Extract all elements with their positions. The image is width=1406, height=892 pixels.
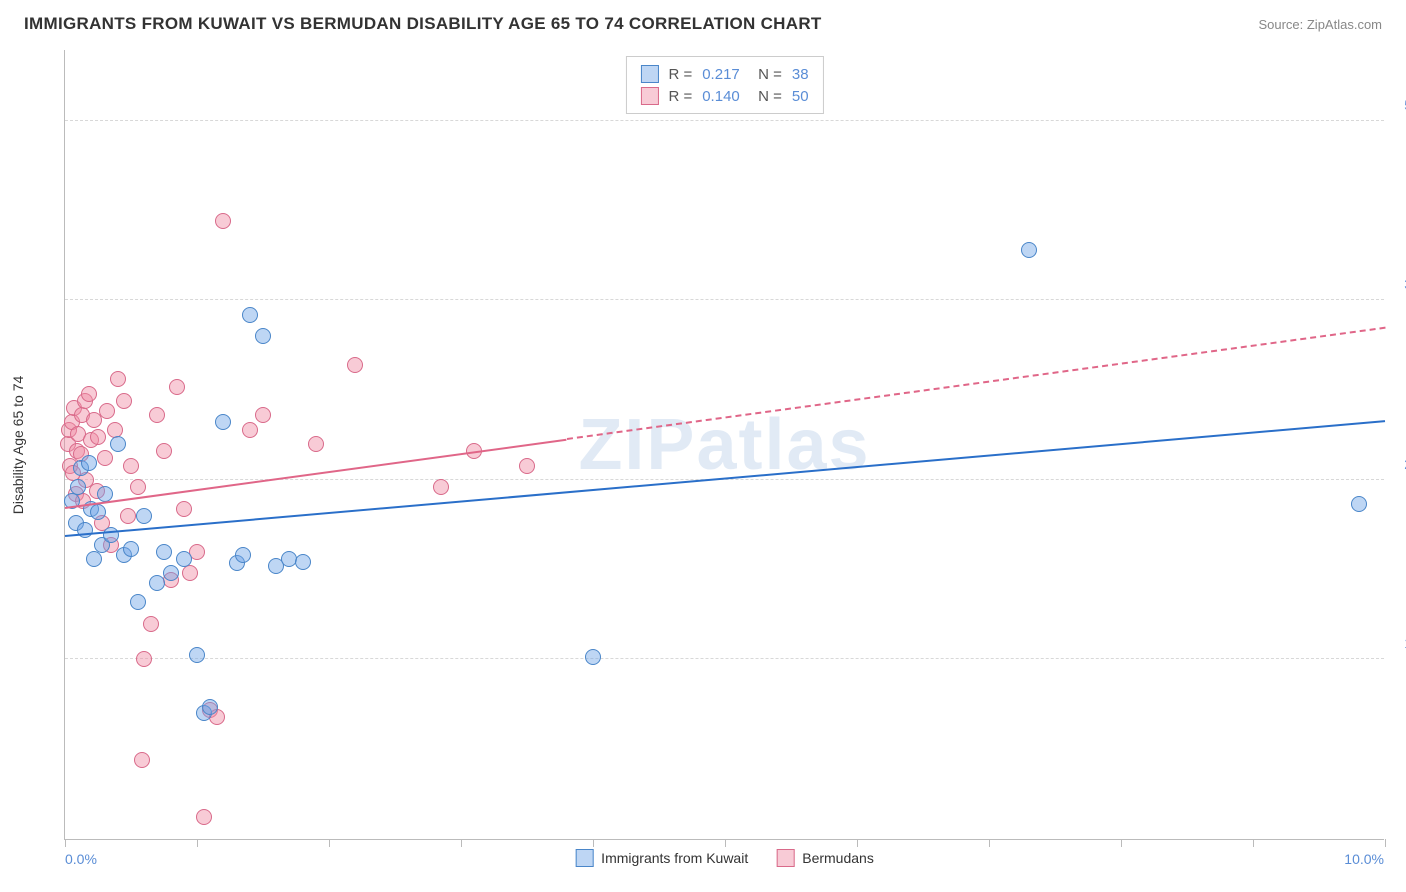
data-point-bermudans — [255, 407, 271, 423]
data-point-bermudans — [242, 422, 258, 438]
x-tick — [593, 839, 594, 847]
data-point-bermudans — [433, 479, 449, 495]
swatch-bermudans — [640, 87, 658, 105]
data-point-kuwait — [215, 414, 231, 430]
n-label: N = — [750, 88, 782, 105]
title-bar: IMMIGRANTS FROM KUWAIT VS BERMUDAN DISAB… — [0, 0, 1406, 44]
r-value-kuwait: 0.217 — [702, 66, 740, 83]
legend-label-kuwait: Immigrants from Kuwait — [601, 850, 748, 866]
data-point-bermudans — [136, 651, 152, 667]
data-point-kuwait — [123, 541, 139, 557]
data-point-kuwait — [189, 647, 205, 663]
x-axis-max: 10.0% — [1344, 851, 1384, 867]
scatter-plot: ZIPatlas R = 0.217 N = 38 R = 0.140 N = … — [64, 50, 1384, 840]
x-tick — [197, 839, 198, 847]
data-point-bermudans — [116, 393, 132, 409]
x-tick — [1385, 839, 1386, 847]
source-label: Source: ZipAtlas.com — [1258, 17, 1382, 32]
n-label: N = — [750, 66, 782, 83]
data-point-bermudans — [134, 752, 150, 768]
data-point-bermudans — [176, 501, 192, 517]
x-tick — [461, 839, 462, 847]
data-point-bermudans — [97, 450, 113, 466]
data-point-bermudans — [130, 479, 146, 495]
data-point-bermudans — [81, 386, 97, 402]
stat-row-kuwait: R = 0.217 N = 38 — [640, 63, 808, 85]
data-point-bermudans — [196, 809, 212, 825]
swatch-bermudans — [776, 849, 794, 867]
data-point-kuwait — [81, 455, 97, 471]
data-point-kuwait — [156, 544, 172, 560]
n-value-kuwait: 38 — [792, 66, 809, 83]
gridline — [65, 658, 1384, 659]
data-point-kuwait — [86, 551, 102, 567]
legend-item-kuwait: Immigrants from Kuwait — [575, 849, 748, 867]
bottom-legend: Immigrants from Kuwait Bermudans — [575, 849, 874, 867]
data-point-kuwait — [136, 508, 152, 524]
stat-row-bermudans: R = 0.140 N = 50 — [640, 85, 808, 107]
legend-item-bermudans: Bermudans — [776, 849, 874, 867]
swatch-kuwait — [575, 849, 593, 867]
data-point-bermudans — [149, 407, 165, 423]
data-point-kuwait — [77, 522, 93, 538]
data-point-kuwait — [1021, 242, 1037, 258]
data-point-kuwait — [176, 551, 192, 567]
data-point-kuwait — [103, 527, 119, 543]
data-point-bermudans — [110, 371, 126, 387]
r-value-bermudans: 0.140 — [702, 88, 740, 105]
x-axis-min: 0.0% — [65, 851, 97, 867]
x-tick — [989, 839, 990, 847]
data-point-kuwait — [130, 594, 146, 610]
data-point-kuwait — [202, 699, 218, 715]
data-point-bermudans — [182, 565, 198, 581]
r-label: R = — [668, 66, 692, 83]
x-tick — [65, 839, 66, 847]
legend-label-bermudans: Bermudans — [802, 850, 874, 866]
data-point-bermudans — [169, 379, 185, 395]
data-point-bermudans — [143, 616, 159, 632]
data-point-kuwait — [235, 547, 251, 563]
data-point-kuwait — [255, 328, 271, 344]
data-point-kuwait — [585, 649, 601, 665]
data-point-bermudans — [123, 458, 139, 474]
r-label: R = — [668, 88, 692, 105]
x-tick — [1121, 839, 1122, 847]
data-point-bermudans — [99, 403, 115, 419]
data-point-kuwait — [295, 554, 311, 570]
data-point-bermudans — [120, 508, 136, 524]
x-tick — [725, 839, 726, 847]
chart-container: Disability Age 65 to 74 ZIPatlas R = 0.2… — [48, 50, 1388, 840]
x-tick — [329, 839, 330, 847]
data-point-kuwait — [1351, 496, 1367, 512]
chart-title: IMMIGRANTS FROM KUWAIT VS BERMUDAN DISAB… — [24, 14, 822, 34]
n-value-bermudans: 50 — [792, 88, 809, 105]
y-axis-label: Disability Age 65 to 74 — [10, 376, 26, 515]
data-point-kuwait — [70, 479, 86, 495]
data-point-kuwait — [90, 504, 106, 520]
data-point-bermudans — [347, 357, 363, 373]
data-point-kuwait — [242, 307, 258, 323]
gridline — [65, 120, 1384, 121]
swatch-kuwait — [640, 65, 658, 83]
data-point-kuwait — [163, 565, 179, 581]
gridline — [65, 299, 1384, 300]
stat-legend: R = 0.217 N = 38 R = 0.140 N = 50 — [625, 56, 823, 114]
data-point-bermudans — [156, 443, 172, 459]
data-point-bermudans — [519, 458, 535, 474]
trend-line — [566, 327, 1385, 440]
data-point-bermudans — [308, 436, 324, 452]
data-point-bermudans — [215, 213, 231, 229]
data-point-kuwait — [110, 436, 126, 452]
x-tick — [1253, 839, 1254, 847]
data-point-bermudans — [90, 429, 106, 445]
x-tick — [857, 839, 858, 847]
